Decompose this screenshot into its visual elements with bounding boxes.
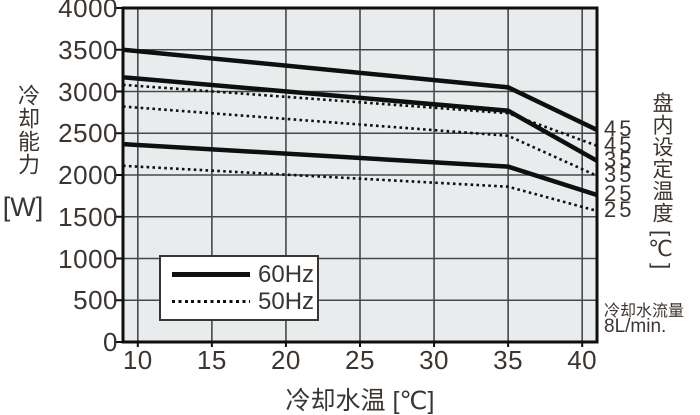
set-temp-label-50Hz-35: 35: [604, 161, 635, 187]
y-axis-unit: [W]: [2, 192, 44, 222]
legend-label-50hz: 50Hz: [258, 287, 315, 315]
y-tick-label-1000: 1000: [58, 243, 118, 274]
x-tick-label-15: 15: [196, 345, 227, 375]
series-50Hz-25c: [122, 164, 598, 213]
set-temp-label-50Hz-25: 25: [604, 196, 635, 222]
y-tick-label-1500: 1500: [58, 201, 118, 232]
x-tick-label-40: 40: [567, 345, 598, 375]
dotted-line-sample: [172, 300, 250, 303]
flow-rate-label: 冷却水流量: [604, 303, 685, 320]
set-temp-label-60Hz-45: 45: [604, 115, 635, 141]
flow-rate-value: 8L/min.: [604, 316, 667, 337]
y-tick-label-2500: 2500: [58, 118, 118, 149]
y-tick-label-3000: 3000: [58, 76, 118, 107]
set-temp-label-50Hz-45: 45: [604, 131, 635, 157]
legend: 60Hz 50Hz: [159, 255, 319, 321]
legend-item-50hz: 50Hz: [172, 289, 314, 314]
series-60Hz-45c: [122, 47, 598, 132]
set-temp-label-60Hz-25: 25: [604, 181, 635, 207]
y-tick-label-4000: 4000: [58, 0, 118, 23]
series-60Hz-25c: [122, 141, 598, 198]
right-axis-title: 盘内设定温度: [650, 92, 673, 224]
y-tick-label-3500: 3500: [58, 34, 118, 65]
legend-label-60hz: 60Hz: [258, 260, 315, 288]
legend-item-60hz: 60Hz: [172, 262, 314, 287]
x-tick-label-35: 35: [493, 345, 524, 375]
y-tick-label-0: 0: [103, 327, 118, 357]
x-tick-label-10: 10: [122, 345, 153, 375]
set-temp-label-60Hz-35: 35: [604, 146, 635, 172]
plot-border: [121, 6, 599, 344]
right-axis-unit: [℃]: [649, 230, 674, 271]
y-tick-label-2000: 2000: [58, 160, 118, 190]
y-tick-label-500: 500: [73, 285, 118, 316]
x-tick-label-30: 30: [419, 345, 450, 375]
x-tick-label-25: 25: [345, 345, 375, 375]
solid-line-sample: [172, 272, 250, 277]
y-axis-title: 冷却能力: [15, 84, 40, 176]
x-tick-label-20: 20: [270, 345, 301, 375]
x-axis-title: 冷却水温 [℃]: [285, 387, 435, 415]
series-50Hz-45c: [122, 83, 598, 147]
series-60Hz-35c: [122, 75, 599, 163]
